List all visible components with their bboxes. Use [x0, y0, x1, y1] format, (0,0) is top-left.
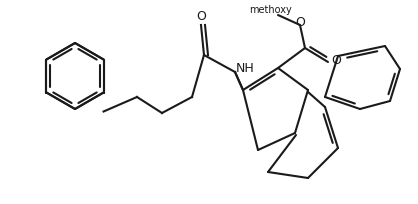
Text: O: O	[331, 54, 341, 68]
Text: NH: NH	[236, 62, 255, 75]
Text: methoxy: methoxy	[249, 5, 291, 15]
Text: O: O	[295, 17, 305, 30]
Text: O: O	[196, 10, 206, 23]
